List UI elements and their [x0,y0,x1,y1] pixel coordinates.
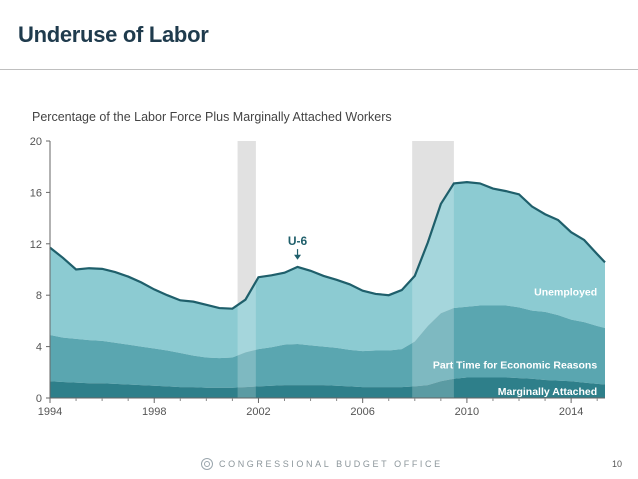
y-tick-label: 0 [36,393,42,405]
title-divider [0,69,638,70]
y-tick-label: 8 [36,290,42,302]
recession-tint-1 [237,141,256,398]
u6-annotation-label: U-6 [288,234,308,248]
footer: CONGRESSIONAL BUDGET OFFICE 10 [0,458,638,472]
recession-tint-2 [412,141,454,398]
x-tick-label: 2014 [559,406,583,418]
y-tick-label: 4 [36,342,42,354]
area-marginally-attached [50,377,605,398]
area-part-time-for-economic-reasons [50,305,605,388]
x-tick-label: 2010 [455,406,479,418]
series-label-part-time-for-economic-reasons: Part Time for Economic Reasons [433,360,598,372]
series-label-marginally-attached: Marginally Attached [498,386,597,398]
u6-total-line [49,181,606,310]
y-tick-label: 16 [30,187,42,199]
slide-title: Underuse of Labor [18,22,209,47]
chart-title: Percentage of the Labor Force Plus Margi… [32,110,392,124]
x-tick-label: 2006 [350,406,374,418]
cbo-logo-icon [201,458,213,470]
area-unemployed [50,182,605,359]
page-number: 10 [612,459,623,469]
axes: 0 4 8 12 16 20 1994 1998 2002 2006 2010 2014 [30,136,605,418]
x-tick-label: 1998 [142,406,166,418]
footer-organization: CONGRESSIONAL BUDGET OFFICE [219,459,443,469]
stacked-areas [49,141,606,398]
x-tick-label: 2002 [246,406,270,418]
u6-arrow-head [294,254,302,260]
series-label-unemployed: Unemployed [534,286,597,298]
x-tick-label: 1994 [38,406,62,418]
y-tick-label: 12 [30,239,42,251]
y-tick-label: 20 [30,136,42,148]
series-labels: U-6 Unemployed Part Time for Economic Reas… [288,234,597,398]
